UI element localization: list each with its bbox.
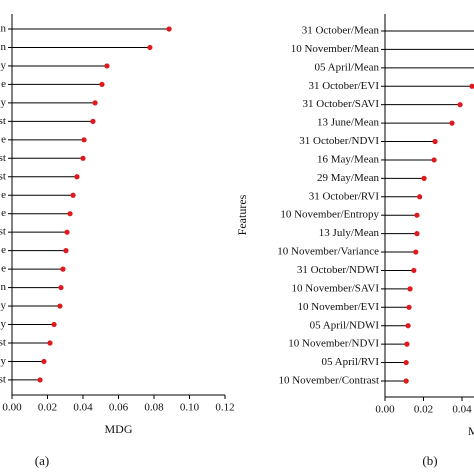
- y-tick-label: y: [1, 59, 7, 71]
- dot: [99, 81, 105, 88]
- x-tick-label: 0.06: [109, 402, 129, 414]
- x-tick-label: 0.00: [2, 402, 22, 414]
- dot: [166, 26, 172, 32]
- y-tick-label: 10 November/SAVI: [292, 282, 380, 294]
- dot: [417, 194, 423, 200]
- y-tick-label: 05 April/Mean: [315, 61, 380, 73]
- dot: [64, 229, 70, 235]
- dot: [90, 118, 96, 124]
- x-tick-label: 0.02: [414, 404, 433, 416]
- panel-label: (a): [35, 453, 49, 468]
- dot: [67, 211, 73, 217]
- y-tick-label: y: [1, 96, 7, 108]
- dot: [70, 192, 76, 198]
- y-tick-label: e: [1, 244, 6, 256]
- dot: [405, 323, 411, 329]
- x-tick-label: 0.08: [144, 402, 164, 414]
- y-tick-label: n: [1, 281, 7, 293]
- dot: [41, 358, 47, 365]
- y-tick-label: 13 June/Mean: [317, 117, 380, 129]
- dot: [407, 286, 413, 292]
- y-tick-label: 29 May/Mean: [317, 172, 380, 184]
- x-tick-label: 0.04: [452, 404, 472, 416]
- dot: [104, 63, 110, 69]
- x-tick-label: 0.12: [215, 402, 234, 414]
- y-tick-label: e: [1, 78, 6, 90]
- y-tick-label: st: [0, 152, 6, 164]
- dot: [74, 174, 80, 180]
- y-tick-label: 31 October/NDWI: [297, 264, 380, 276]
- y-tick-label: 10 November/Entropy: [280, 209, 379, 221]
- dot: [403, 378, 409, 384]
- dot: [411, 267, 417, 274]
- dot: [403, 359, 409, 366]
- y-tick-label: y: [1, 355, 7, 367]
- dot: [414, 231, 420, 237]
- dot: [432, 138, 438, 145]
- panel-label: (b): [422, 453, 437, 468]
- dot: [431, 157, 437, 163]
- dot: [457, 102, 463, 108]
- y-tick-label: 05 April/RVI: [322, 356, 380, 368]
- x-axis-label: MDG: [468, 424, 474, 438]
- y-tick-label: 31 October/SAVI: [303, 98, 380, 110]
- dot: [37, 377, 43, 383]
- y-tick-label: 10 November/EVI: [297, 301, 379, 313]
- y-tick-label: 31 October/EVI: [308, 80, 379, 92]
- dot: [421, 175, 427, 181]
- y-tick-label: 10 November/Mean: [291, 43, 380, 55]
- y-tick-label: e: [1, 133, 6, 145]
- y-tick-label: 31 October/RVI: [309, 190, 380, 202]
- y-tick-label: st: [0, 115, 6, 127]
- y-tick-label: an: [0, 23, 6, 35]
- dot: [58, 284, 64, 291]
- dot: [51, 321, 57, 328]
- dot: [404, 341, 410, 347]
- dot: [469, 83, 474, 89]
- y-tick-label: 31 October/NDVI: [299, 135, 379, 147]
- y-tick-label: 10 November/Variance: [277, 246, 379, 258]
- x-tick-label: 0.00: [375, 404, 395, 416]
- y-tick-label: 10 November/Contrast: [278, 375, 379, 387]
- y-tick-label: e: [1, 207, 6, 219]
- dot: [47, 340, 53, 346]
- y-tick-label: y: [1, 300, 7, 312]
- dot: [406, 304, 412, 310]
- dot: [147, 44, 153, 51]
- dot: [449, 120, 455, 126]
- x-tick-label: 0.10: [180, 402, 200, 414]
- y-tick-label: e: [1, 263, 6, 275]
- y-tick-label: 10 November/NDVI: [288, 338, 379, 350]
- y-tick-label: st: [0, 337, 6, 349]
- dot: [63, 248, 69, 254]
- x-tick-label: 0.02: [38, 402, 57, 414]
- y-tick-label: st: [0, 373, 6, 385]
- y-tick-label: an: [0, 41, 6, 53]
- x-axis-label: MDG: [104, 422, 132, 436]
- dot: [60, 266, 66, 272]
- y-tick-label: y: [1, 318, 7, 330]
- dot: [413, 249, 419, 255]
- y-tick-label: 31 October/Mean: [302, 25, 380, 37]
- y-tick-label: st: [0, 226, 6, 238]
- dot: [92, 100, 98, 106]
- y-tick-label: 16 May/Mean: [317, 153, 380, 165]
- y-tick-label: st: [0, 170, 6, 182]
- y-axis-label: Features: [235, 194, 249, 235]
- x-tick-label: 0.04: [73, 402, 93, 414]
- dot: [80, 155, 86, 161]
- y-tick-label: 05 April/NDWI: [310, 319, 380, 331]
- y-tick-label: e: [1, 189, 6, 201]
- y-tick-label: 13 July/Mean: [319, 227, 380, 239]
- dot: [81, 137, 87, 143]
- dot: [414, 212, 420, 218]
- dot: [57, 303, 63, 309]
